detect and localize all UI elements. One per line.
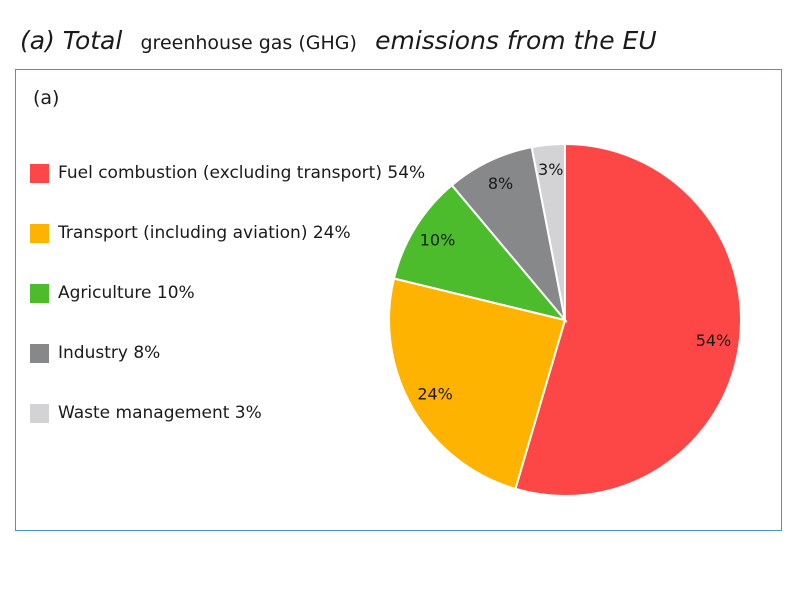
- pie-slice-waste-management: [530, 142, 566, 321]
- legend-item-fuel-combustion: Fuel combustion (excluding transport) 54…: [30, 158, 425, 188]
- pie-slice-industry: [450, 146, 567, 324]
- legend: Fuel combustion (excluding transport) 54…: [30, 158, 425, 458]
- legend-swatch: [30, 223, 49, 243]
- heading-part-a: (a) Total: [20, 26, 123, 55]
- pie-slice-agriculture: [392, 183, 568, 322]
- legend-label: Transport (including aviation) 24%: [58, 223, 351, 243]
- pie-slice-label-agriculture: 10%: [420, 230, 456, 249]
- legend-item-industry: Industry 8%: [30, 338, 425, 368]
- heading-part-b: greenhouse gas (GHG): [140, 32, 357, 54]
- chart-heading: (a) Total greenhouse gas (GHG) emissions…: [20, 18, 657, 63]
- legend-item-waste-management: Waste management 3%: [30, 398, 425, 428]
- legend-swatch: [30, 343, 49, 363]
- pie-slice-label-waste-management: 3%: [538, 160, 563, 179]
- legend-label: Agriculture 10%: [58, 283, 195, 303]
- legend-swatch: [30, 163, 49, 183]
- legend-label: Industry 8%: [58, 343, 161, 363]
- legend-item-agriculture: Agriculture 10%: [30, 278, 425, 308]
- heading-part-c: emissions from the EU: [375, 26, 657, 55]
- legend-item-transport: Transport (including aviation) 24%: [30, 218, 425, 248]
- legend-label: Waste management 3%: [58, 403, 262, 423]
- legend-swatch: [30, 403, 49, 423]
- legend-swatch: [30, 283, 49, 303]
- pie-slice-label-fuel-combustion: 54%: [696, 331, 732, 350]
- pie-slice-label-industry: 8%: [488, 174, 513, 193]
- legend-label: Fuel combustion (excluding transport) 54…: [58, 163, 426, 183]
- chart-frame: [15, 69, 782, 531]
- pie-slice-transport: [388, 277, 567, 491]
- pie-slice-label-transport: 24%: [417, 385, 453, 404]
- panel-label: (a): [33, 87, 60, 109]
- pie-slice-fuel-combustion: [514, 142, 742, 497]
- pie-chart: 54% 24% 10% 8% 3%: [388, 142, 742, 497]
